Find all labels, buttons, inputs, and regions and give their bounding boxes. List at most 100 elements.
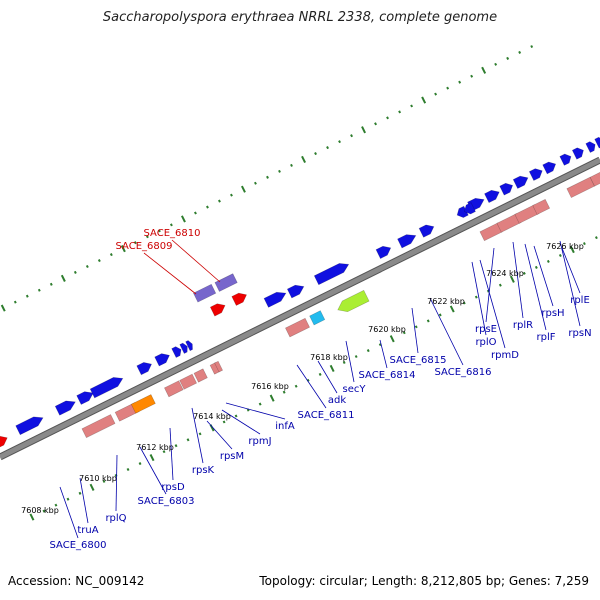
upper-ruler-tick: [470, 74, 474, 78]
reverse-cds-box: [209, 362, 221, 375]
upper-ruler-tick: [518, 50, 522, 54]
gene-label: rpsH: [541, 308, 564, 319]
lower-ruler-tick: [174, 444, 178, 448]
lower-ruler-tick: [269, 394, 275, 402]
ruler-label: 7620 kbp: [368, 325, 406, 334]
gene-label: rpsM: [220, 451, 244, 462]
ruler-label: 7608 kbp: [21, 506, 59, 515]
forward-cds-arrow: [542, 161, 557, 175]
forward-cds-arrow: [585, 141, 596, 153]
ruler-label: 7612 kbp: [136, 443, 174, 452]
label-leader-line: [221, 409, 261, 435]
forward-cds-arrow: [559, 153, 572, 166]
upper-ruler-tick: [506, 56, 510, 60]
label-leader-line: [143, 252, 197, 295]
reverse-cds-box: [193, 368, 208, 383]
lower-ruler-tick: [282, 390, 286, 394]
gene-label: SACE_6809: [116, 241, 173, 252]
upper-ruler-tick: [49, 282, 53, 286]
rna-gene-box: [214, 273, 238, 292]
label-leader-line: [139, 446, 167, 495]
lower-ruler-tick: [102, 479, 106, 483]
upper-ruler-tick: [398, 110, 402, 114]
lower-ruler-tick: [318, 372, 322, 376]
upper-ruler-tick: [120, 245, 126, 253]
upper-ruler-tick: [97, 259, 101, 263]
forward-cds-arrow: [499, 182, 514, 196]
upper-ruler-tick: [157, 229, 161, 233]
upper-ruler-tick: [206, 205, 209, 209]
upper-ruler-tick: [386, 116, 389, 120]
lower-ruler-tick: [558, 253, 562, 258]
reverse-cds-box: [514, 204, 540, 224]
gene-label: rplE: [570, 295, 590, 306]
upper-ruler-tick: [218, 199, 221, 203]
lower-ruler-tick: [534, 265, 538, 269]
label-leader-line: [79, 477, 89, 524]
gene-label: rpsK: [192, 465, 215, 476]
lower-ruler-tick: [306, 378, 310, 382]
reverse-cds-box: [566, 176, 595, 199]
ruler-label: 7624 kbp: [486, 269, 524, 278]
upper-ruler-tick: [109, 253, 113, 257]
reverse-cds-box: [81, 414, 116, 439]
lower-ruler-tick: [498, 283, 502, 287]
reverse-cds-box: [532, 198, 551, 215]
forward-cds-arrow: [179, 342, 188, 354]
gene-label: adk: [328, 395, 346, 406]
label-leader-line: [171, 239, 221, 283]
gene-labels: SACE_6800 truA rplQ SACE_6803 rpsD rpsK rpsM rp…: [50, 228, 592, 551]
upper-ruler-tick: [481, 66, 487, 74]
genome-backbone: [0, 156, 600, 461]
upper-ruler-tick: [434, 92, 438, 96]
label-leader-line: [59, 486, 79, 539]
reverse-cds-box: [496, 213, 522, 233]
map-title: Saccharopolyspora erythraea NRRL 2338, c…: [102, 10, 498, 25]
reverse-cds-box: [164, 380, 184, 398]
upper-ruler-tick: [301, 155, 306, 164]
backbone-core: [0, 157, 600, 460]
genome-summary-text: Topology: circular; Length: 8,212,805 bp…: [259, 574, 589, 588]
gene-label: SACE_6816: [435, 367, 492, 378]
gene-label: rplF: [537, 332, 556, 343]
upper-ruler-tick: [85, 264, 89, 269]
lower-ruler-tick: [546, 259, 550, 263]
forward-cds-arrow: [136, 362, 153, 376]
upper-ruler-tick: [73, 270, 77, 274]
forward-cds-arrow: [528, 168, 543, 181]
lower-ruler-tick: [474, 295, 478, 299]
lower-ruler-tick: [342, 360, 346, 365]
upper-ruler-tick: [314, 152, 317, 156]
forward-cds-arrow: [15, 416, 44, 436]
gene-label: SACE_6810: [144, 228, 201, 239]
label-leader-line: [411, 307, 419, 354]
upper-ruler-tick: [326, 146, 329, 150]
gene-label: secY: [343, 384, 367, 395]
special-gene-orange: [130, 394, 156, 414]
rna-gene-box: [193, 283, 217, 303]
lower-ruler-tick: [366, 349, 370, 353]
forward-cds-arrow: [154, 353, 170, 367]
upper-ruler-tick: [290, 163, 293, 167]
forward-cds-arrow: [512, 175, 529, 189]
lower-ruler-tick: [42, 509, 46, 513]
lower-ruler-tick: [582, 242, 586, 246]
gene-label: rpsE: [475, 324, 497, 335]
label-leader-line: [206, 420, 233, 450]
upper-ruler-tick: [458, 80, 462, 84]
forward-cds-arrow: [313, 263, 350, 286]
forward-cds-arrow: [463, 202, 476, 215]
upper-ruler-tick: [410, 104, 414, 108]
upper-ruler-tick: [37, 288, 41, 292]
upper-ruler-tick: [194, 211, 197, 215]
gene-label: rplR: [513, 320, 533, 331]
upper-ruler-tick: [181, 215, 186, 223]
lower-ruler-tick: [294, 384, 298, 388]
lower-ruler-tick: [186, 438, 190, 442]
gene-label: rpsN: [568, 328, 591, 339]
gene-label: rplQ: [105, 513, 126, 524]
lower-ruler-tick: [389, 335, 395, 343]
ruler-label: 7618 kbp: [310, 353, 348, 362]
label-leader-line: [479, 259, 506, 349]
lower-ruler-tick: [162, 450, 166, 454]
